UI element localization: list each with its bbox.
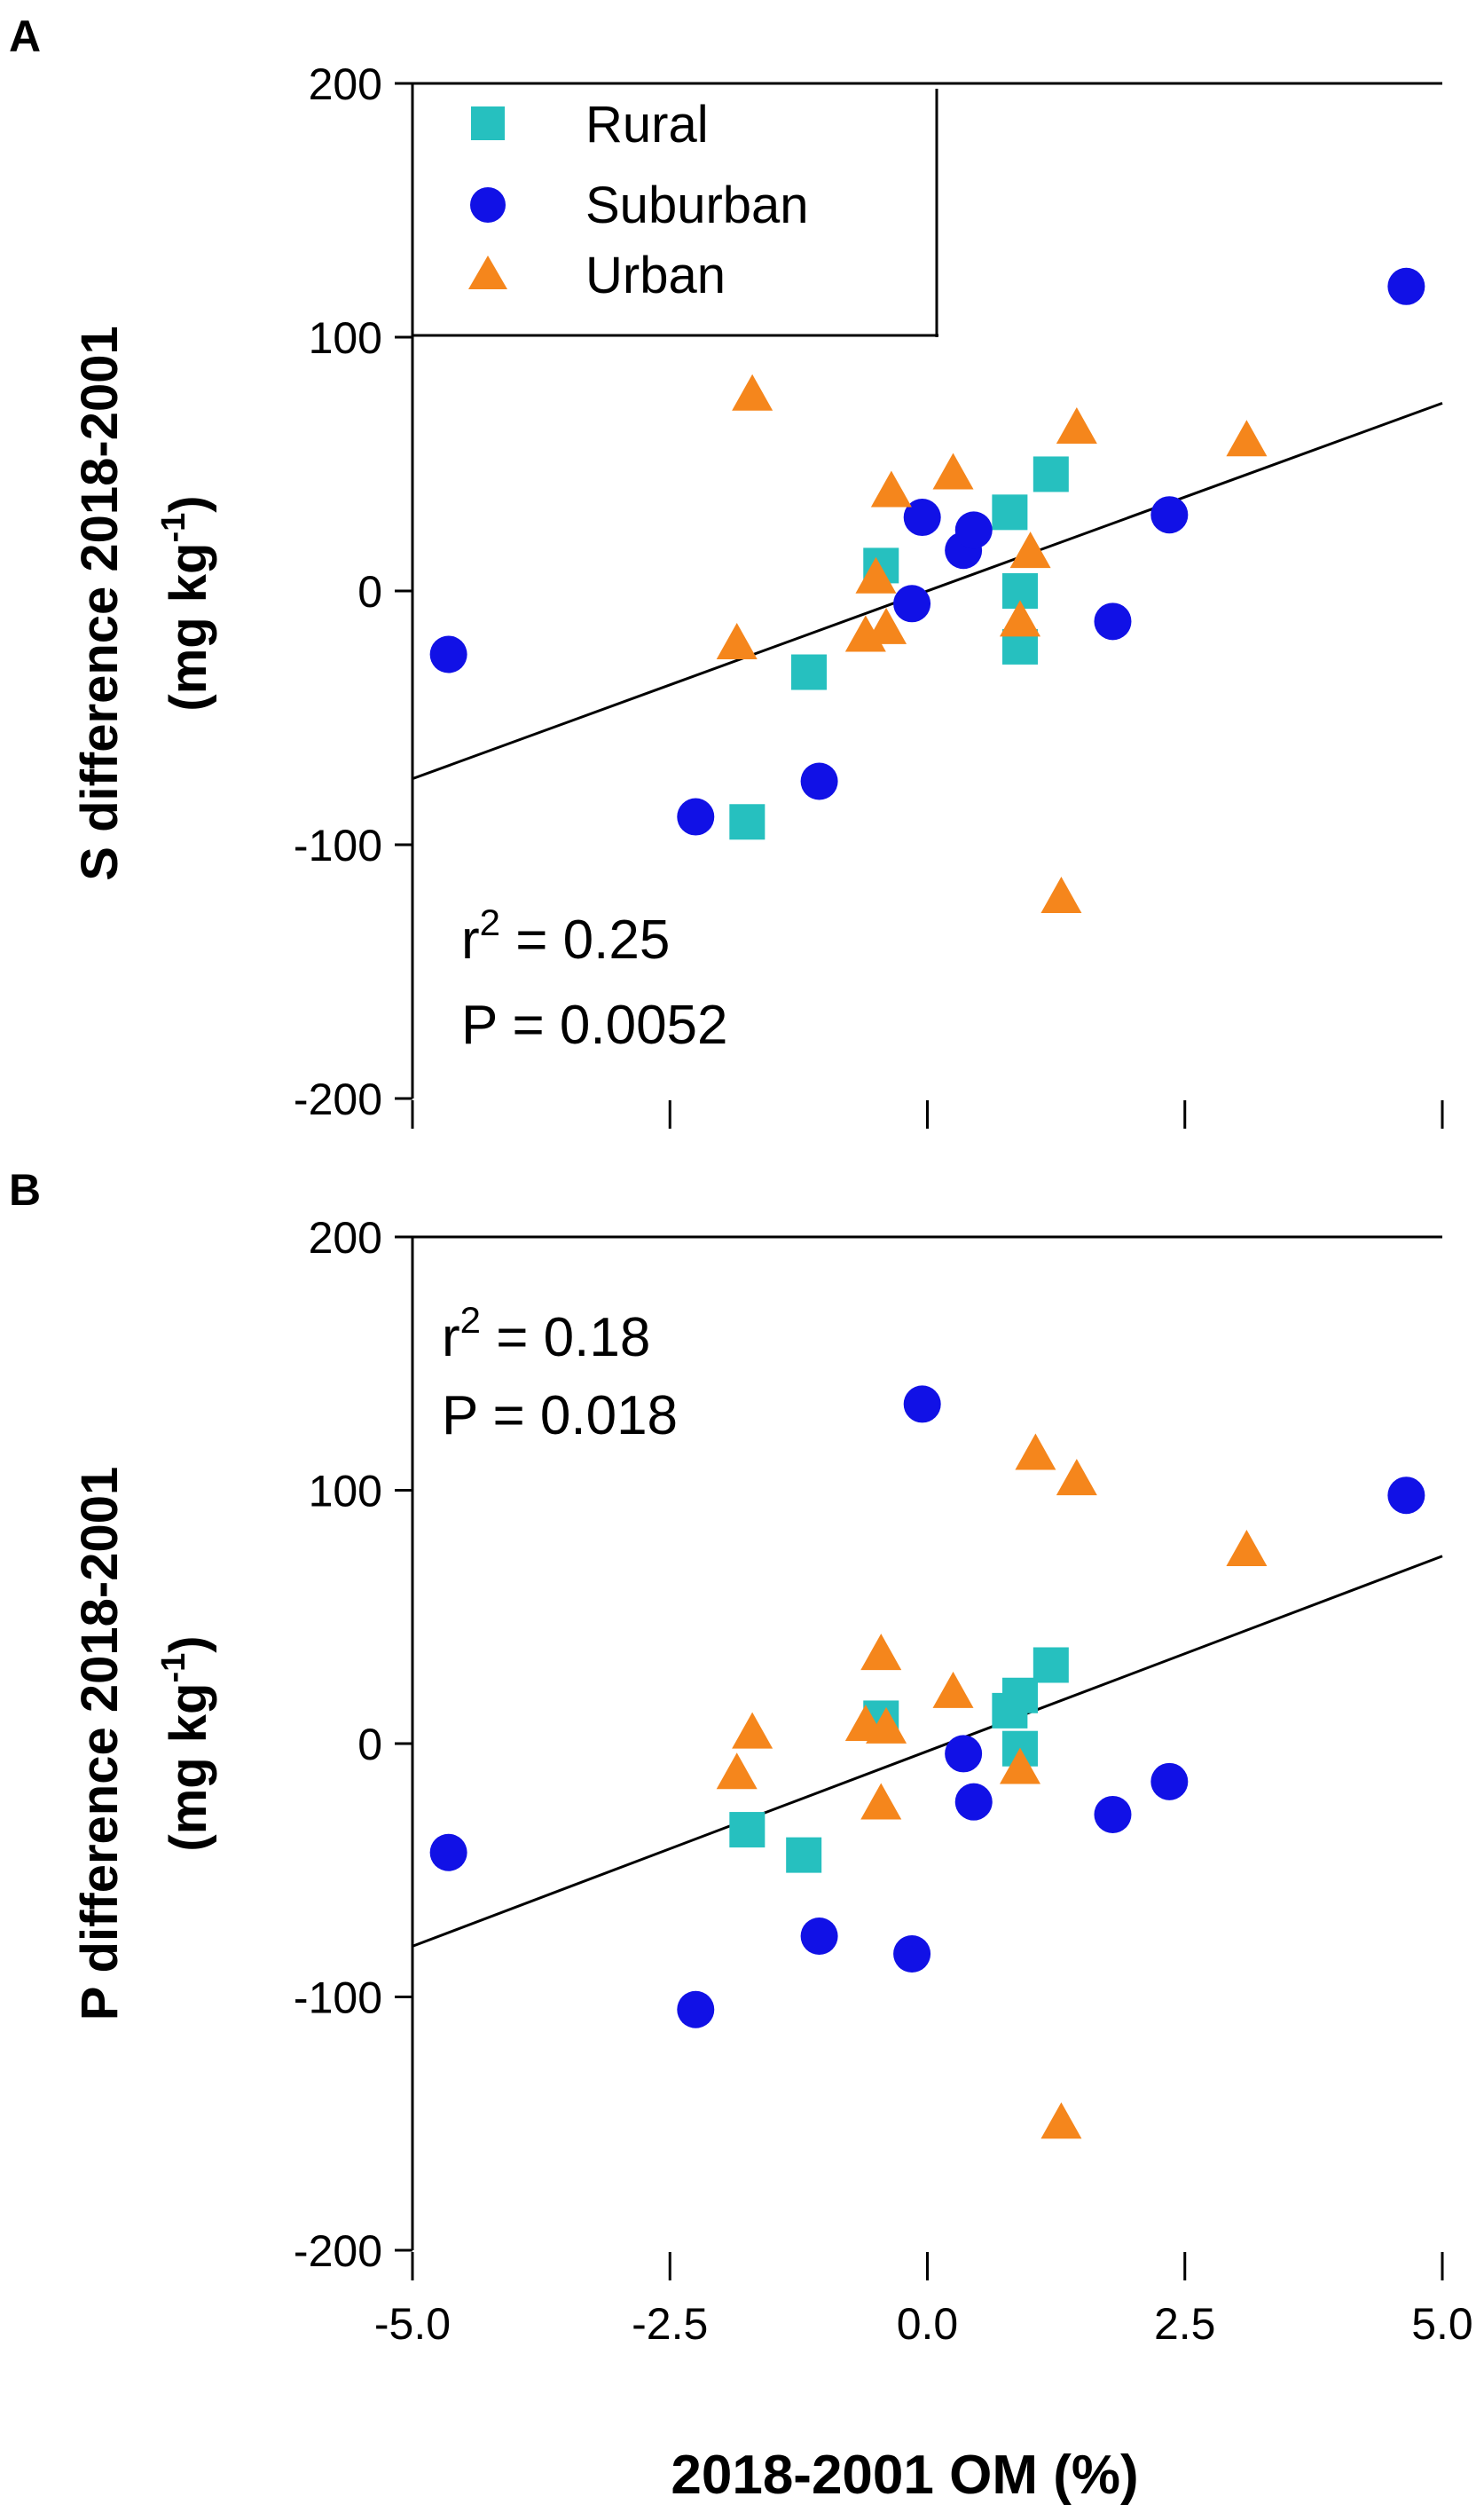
panel-b-urban-point (1015, 1433, 1056, 1470)
panel-b-urban-point (860, 1634, 902, 1671)
panel-b-urban-point (866, 1706, 907, 1744)
panel-a-urban-point (855, 556, 897, 594)
legend-rural-label: Rural (585, 96, 709, 154)
panel-a-rural-point (729, 804, 766, 840)
x-tick-label: 0.0 (897, 2299, 959, 2349)
panel-b-y-tick-label: 200 (309, 1213, 382, 1263)
legend-urban-label: Urban (585, 247, 726, 304)
panel-b-urban-point (1056, 1459, 1097, 1496)
panel-a-suburban-point (903, 499, 941, 537)
panel-b-urban-point (716, 1752, 758, 1790)
panel-b-suburban-point (677, 1990, 715, 2028)
panel-b-urban-point (1040, 2102, 1082, 2139)
legend-rural-square-icon (471, 106, 505, 140)
panel-b-suburban-point (800, 1917, 838, 1955)
panel-b-y-tick-label: -200 (294, 2226, 382, 2276)
panel-b-urban-point (999, 1747, 1040, 1784)
panel-a-suburban-point (1150, 496, 1189, 534)
panel-b-suburban-point (429, 1833, 467, 1871)
panel-b-r2-label: r (442, 1307, 460, 1368)
panel-a-y-tick-label: -200 (294, 1075, 382, 1124)
panel-b-suburban-point (954, 1783, 993, 1821)
panel-b-suburban-point (1150, 1762, 1189, 1800)
panel-b-suburban-point (945, 1735, 983, 1773)
panel-b-rural-point (1033, 1647, 1069, 1683)
panel-b-regression-line (412, 1555, 1443, 1948)
panel-a-regression-line (412, 401, 1443, 781)
panel-a-r2-exp: 2 (480, 902, 500, 943)
panel-b-y-axis-title: P difference 2018-2001 (71, 1467, 129, 2020)
panel-a-y-tick-label: 200 (309, 59, 382, 109)
panel-b-r2-exp: 2 (460, 1299, 481, 1341)
panel-a-r2-label: r (461, 910, 480, 971)
panel-b-r2-value: = 0.18 (481, 1307, 650, 1368)
panel-a-urban-point (1056, 406, 1097, 444)
panel-a-y-unit-close: ) (160, 495, 217, 512)
panel-a-suburban-point (677, 798, 715, 836)
panel-b-rural-point (729, 1812, 766, 1848)
panel-b-urban-point (932, 1671, 974, 1708)
panel-a-suburban-point (954, 511, 993, 549)
panel-b-y-tick-label: 0 (357, 1720, 382, 1769)
panel-b-y-tick-label: -100 (294, 1973, 382, 2023)
panel-a-y-tick-label: 0 (357, 567, 382, 617)
x-axis-title: 2018-2001 OM (%) (671, 2445, 1138, 2506)
panel-b-y-unit-close: ) (160, 1635, 217, 1652)
panel-a: A -200 -100 0 100 200 S difference 2018-2001… (9, 12, 1444, 1129)
panel-a-urban-point (716, 623, 758, 660)
panel-a-p-value: P = 0.0052 (461, 995, 728, 1056)
panel-b-y-unit-exp: -1 (155, 1653, 192, 1683)
panel-a-y-axis-unit: (mg kg-1) (155, 495, 217, 711)
panel-b-urban-point (1226, 1530, 1268, 1567)
panel-a-rural-point (992, 494, 1028, 531)
legend-suburban-label: Suburban (585, 177, 809, 234)
panel-b-urban-point (860, 1783, 902, 1820)
panel-b-suburban-point (1094, 1795, 1132, 1833)
panel-a-suburban-point (800, 762, 838, 800)
x-tick-label: 2.5 (1154, 2299, 1216, 2349)
panel-a-urban-point (866, 607, 907, 644)
panel-a-urban-point (932, 453, 974, 490)
panel-b-rural-point (786, 1837, 822, 1873)
x-tick-label: -2.5 (632, 2299, 708, 2349)
panel-a-rural-point (790, 654, 827, 690)
panel-b: B -200 -100 0 100 200 -5.0 -2.5 0.0 2.5 5.0 P dif… (9, 1165, 1473, 2349)
panel-a-suburban-point (1387, 267, 1425, 305)
panel-a-suburban-point (893, 585, 931, 623)
panel-b-y-tick-label: 100 (309, 1467, 382, 1516)
panel-b-p-value: P = 0.018 (442, 1385, 678, 1446)
panel-b-suburban-point (1387, 1477, 1425, 1515)
panel-a-y-tick-label: -100 (294, 821, 382, 870)
panel-b-suburban-point (903, 1385, 941, 1423)
panel-a-urban-point (1040, 877, 1082, 914)
panel-a-urban-point (1226, 420, 1268, 457)
x-tick-label: -5.0 (374, 2299, 451, 2349)
panel-a-suburban-point (1094, 602, 1132, 641)
panel-b-y-axis-unit: (mg kg-1) (155, 1635, 217, 1851)
panel-a-label: A (9, 12, 41, 61)
panel-a-y-tick-label: 100 (309, 313, 382, 363)
panel-b-rural-point (1001, 1677, 1038, 1713)
panel-b-label: B (9, 1165, 41, 1215)
panel-a-suburban-point (429, 635, 467, 673)
panel-a-urban-point (870, 470, 912, 508)
x-tick-label: 5.0 (1411, 2299, 1473, 2349)
panel-a-r2-value: = 0.25 (500, 910, 670, 971)
panel-a-urban-point (732, 374, 773, 411)
legend-suburban-circle-icon (470, 187, 506, 223)
panel-b-r2-text: r2 = 0.18 (442, 1299, 650, 1368)
panel-a-r2-text: r2 = 0.25 (461, 902, 670, 971)
panel-a-urban-point (1009, 532, 1051, 569)
legend: Rural Suburban Urban (413, 89, 938, 337)
legend-urban-triangle-icon (468, 256, 507, 289)
panel-a-y-unit-exp: -1 (155, 513, 192, 543)
panel-a-y-unit-text: (mg kg (160, 543, 217, 712)
panel-a-rural-point (1033, 456, 1069, 492)
panel-b-y-unit-text: (mg kg (160, 1683, 217, 1852)
panel-b-suburban-point (893, 1934, 931, 1973)
panel-b-urban-point (732, 1712, 773, 1749)
panel-a-urban-point (999, 600, 1040, 637)
panel-a-y-axis-title: S difference 2018-2001 (71, 326, 129, 880)
